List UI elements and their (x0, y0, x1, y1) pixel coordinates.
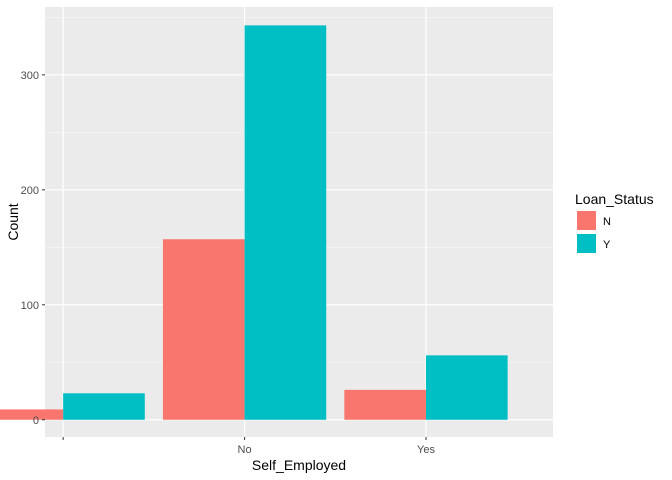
x-axis-title: Self_Employed (252, 457, 346, 473)
bar-Y-Yes (426, 355, 508, 420)
y-axis-title: Count (5, 203, 21, 240)
x-tick-label: No (238, 444, 252, 456)
x-axis: No Yes (62, 437, 435, 456)
legend-label-N: N (603, 216, 611, 228)
bar-N-No (162, 239, 245, 420)
legend-key-Y (577, 234, 596, 253)
y-tick-label: 300 (21, 70, 39, 82)
legend-items: NY (577, 211, 611, 253)
bars (0, 25, 508, 420)
legend-title: Loan_Status (575, 191, 654, 207)
bar-N-blank (0, 409, 64, 420)
y-tick-label: 100 (21, 300, 39, 312)
y-tick-label: 0 (33, 415, 39, 427)
bar-Y-No (244, 25, 327, 420)
bar-Y-blank (63, 393, 145, 420)
y-axis: 0 100 200 300 (21, 70, 45, 427)
legend-key-N (577, 211, 596, 230)
legend: Loan_Status NY (575, 191, 654, 253)
legend-label-Y: Y (603, 239, 611, 251)
y-tick-label: 200 (21, 185, 39, 197)
x-tick-label: Yes (417, 444, 435, 456)
bar-N-Yes (344, 389, 426, 420)
